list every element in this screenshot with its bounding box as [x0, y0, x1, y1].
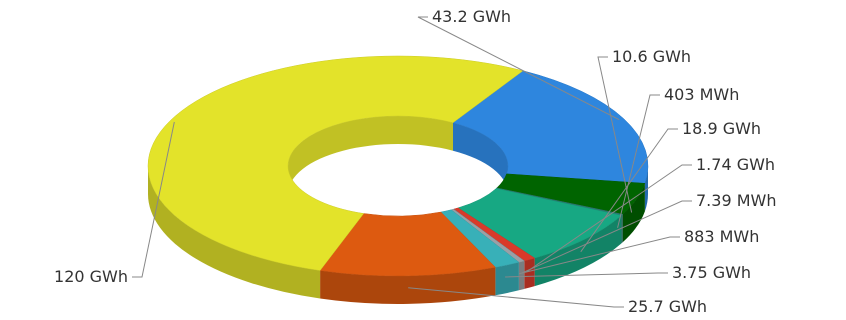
slice-wall-1 — [622, 183, 645, 243]
slice-inner-wall-9 — [288, 115, 453, 194]
slice-label-7: 3.75 GWh — [672, 263, 751, 282]
slice-label-8: 25.7 GWh — [628, 297, 707, 316]
slice-label-5: 7.39 MWh — [696, 191, 776, 210]
donut-slices — [147, 55, 649, 305]
leader-line-3 — [580, 128, 678, 253]
leader-line-4 — [526, 164, 692, 273]
leader-line-8 — [408, 287, 624, 308]
slice-wall-4 — [524, 258, 535, 289]
slice-label-4: 1.74 GWh — [696, 155, 775, 174]
slice-label-1: 10.6 GWh — [612, 47, 691, 66]
leader-line-2 — [617, 94, 660, 228]
slice-wall-3 — [534, 215, 622, 287]
slice-label-2: 403 MWh — [664, 85, 739, 104]
slice-label-3: 18.9 GWh — [682, 119, 761, 138]
slice-wall-9 — [148, 166, 321, 299]
leader-line-9 — [132, 121, 175, 278]
slice-0 — [452, 70, 649, 184]
slice-wall-8 — [320, 267, 496, 305]
slice-9 — [147, 55, 524, 271]
slice-wall-0 — [644, 166, 648, 212]
slice-label-6: 883 MWh — [684, 227, 759, 246]
slice-inner-wall-0 — [453, 122, 508, 194]
leader-line-5 — [521, 200, 692, 274]
leader-line-6 — [519, 236, 680, 275]
leader-line-0 — [417, 16, 620, 121]
slice-wall-7 — [495, 262, 519, 296]
leader-line-1 — [597, 56, 633, 213]
slice-labels: 43.2 GWh 10.6 GWh 403 MWh 18.9 GWh 1.74 GWh 7… — [54, 7, 776, 316]
slice-wall-6 — [518, 260, 525, 291]
slice-wall-2 — [621, 214, 623, 244]
leader-line-7 — [505, 272, 668, 278]
slice-label-0: 43.2 GWh — [432, 7, 511, 26]
slice-label-9: 120 GWh — [54, 267, 128, 286]
